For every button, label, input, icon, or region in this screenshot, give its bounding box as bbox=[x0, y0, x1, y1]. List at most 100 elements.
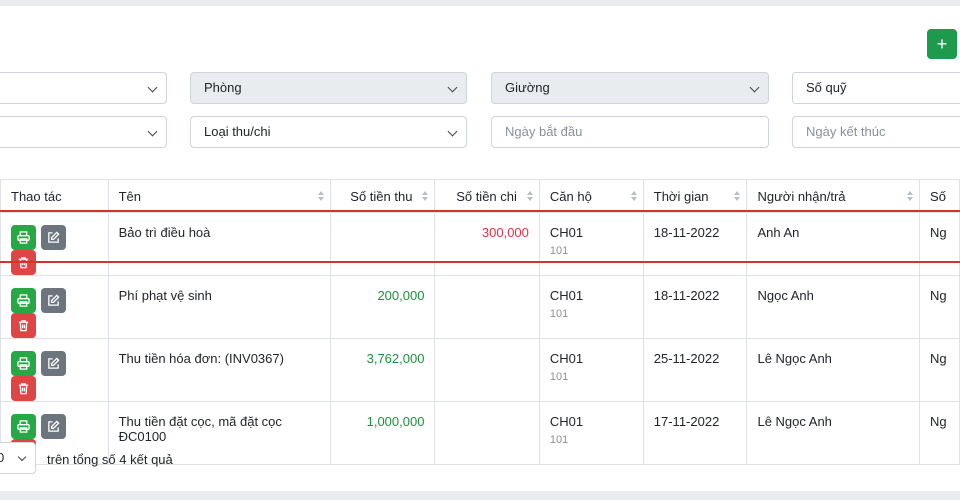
apartment-cell: CH01 101 bbox=[538, 401, 644, 465]
transactions-table: Thao tác Tên Số tiền thu Số tiền chi Căn… bbox=[0, 179, 960, 465]
fund-select-value: Số quỹ bbox=[806, 80, 847, 95]
print-button[interactable] bbox=[11, 225, 36, 250]
person-cell: Ngọc Anh bbox=[746, 275, 921, 339]
room-select-value: Phòng bbox=[204, 80, 242, 95]
room-number: 101 bbox=[549, 434, 569, 446]
row-highlight-top bbox=[0, 210, 960, 212]
header-income[interactable]: Số tiền thu bbox=[329, 179, 436, 213]
actions-cell bbox=[0, 212, 109, 276]
header-extra[interactable]: Số bbox=[919, 179, 960, 213]
header-income-label: Số tiền thu bbox=[350, 188, 413, 204]
actions-cell bbox=[0, 338, 109, 402]
page-size-select[interactable]: 0 bbox=[0, 442, 36, 474]
chevron-down-icon bbox=[749, 82, 760, 93]
header-time-label: Thời gian bbox=[653, 188, 709, 204]
start-date-input[interactable]: Ngày bắt đầu bbox=[491, 116, 769, 148]
expense-cell: 300,000 bbox=[434, 212, 540, 276]
print-button[interactable] bbox=[11, 414, 36, 439]
header-person[interactable]: Người nhận/trả bbox=[746, 179, 921, 213]
expense-cell bbox=[434, 275, 540, 339]
income-cell: 1,000,000 bbox=[329, 401, 436, 465]
extra-cell: Ng bbox=[919, 275, 960, 339]
income-cell: 3,762,000 bbox=[329, 338, 436, 402]
end-date-placeholder: Ngày kết thúc bbox=[806, 124, 886, 139]
table-row: Thu tiền đặt cọc, mã đặt cọc ĐC0100 1,000… bbox=[0, 401, 960, 465]
results-total: trên tổng số 4 kết quả bbox=[47, 452, 173, 467]
table-row: Bảo trì điều hoà 300,000 CH01 101 18-11-2022… bbox=[0, 212, 960, 276]
fund-select[interactable]: Số quỹ bbox=[792, 72, 960, 104]
table-row: Phí phạt vệ sinh 200,000 CH01 101 18-11-2022… bbox=[0, 275, 960, 339]
apartment-code: CH01 bbox=[549, 288, 584, 303]
chevron-down-icon bbox=[147, 82, 158, 93]
person-cell: Anh An bbox=[746, 212, 921, 276]
room-number: 101 bbox=[549, 371, 569, 383]
header-name-label: Tên bbox=[118, 188, 141, 204]
header-person-label: Người nhận/trả bbox=[757, 188, 846, 204]
extra-cell: Ng bbox=[919, 338, 960, 402]
bed-select[interactable]: Giường bbox=[491, 72, 769, 104]
time-cell: 18-11-2022 bbox=[642, 212, 748, 276]
header-expense[interactable]: Số tiền chi bbox=[434, 179, 540, 213]
delete-button[interactable] bbox=[11, 313, 36, 338]
chevron-down-icon bbox=[447, 82, 458, 93]
sort-icon bbox=[422, 191, 429, 201]
page-size-value: 0 bbox=[0, 450, 5, 465]
apartment-code: CH01 bbox=[549, 225, 584, 240]
start-date-placeholder: Ngày bắt đầu bbox=[505, 124, 583, 139]
apartment-code: CH01 bbox=[549, 414, 584, 429]
filter-select-1[interactable] bbox=[0, 72, 167, 104]
header-actions: Thao tác bbox=[0, 179, 109, 213]
chevron-down-icon bbox=[17, 452, 27, 462]
sort-icon bbox=[734, 191, 741, 201]
print-button[interactable] bbox=[11, 351, 36, 376]
extra-cell: Ng bbox=[919, 401, 960, 465]
apartment-cell: CH01 101 bbox=[538, 275, 644, 339]
extra-cell: Ng bbox=[919, 212, 960, 276]
header-name[interactable]: Tên bbox=[107, 179, 331, 213]
edit-button[interactable] bbox=[41, 288, 66, 313]
type-select-value: Loại thu/chi bbox=[204, 124, 271, 139]
room-number: 101 bbox=[549, 245, 569, 257]
filter-select-2[interactable] bbox=[0, 116, 167, 148]
sort-icon bbox=[907, 191, 914, 201]
apartment-cell: CH01 101 bbox=[538, 212, 644, 276]
table-header-row: Thao tác Tên Số tiền thu Số tiền chi Căn… bbox=[0, 179, 960, 213]
name-cell: Bảo trì điều hoà bbox=[107, 212, 331, 276]
sort-icon bbox=[526, 191, 533, 201]
table-row: Thu tiền hóa đơn: (INV0367) 3,762,000 CH01… bbox=[0, 338, 960, 402]
end-date-input[interactable]: Ngày kết thúc bbox=[792, 116, 960, 148]
name-cell: Thu tiền đặt cọc, mã đặt cọc ĐC0100 bbox=[107, 401, 331, 465]
edit-button[interactable] bbox=[41, 414, 66, 439]
bed-select-value: Giường bbox=[505, 80, 550, 95]
chevron-down-icon bbox=[447, 126, 458, 137]
print-button[interactable] bbox=[11, 288, 36, 313]
sort-icon bbox=[317, 191, 324, 201]
name-cell: Thu tiền hóa đơn: (INV0367) bbox=[107, 338, 331, 402]
time-cell: 18-11-2022 bbox=[642, 275, 748, 339]
apartment-cell: CH01 101 bbox=[538, 338, 644, 402]
edit-button[interactable] bbox=[41, 225, 66, 250]
time-cell: 25-11-2022 bbox=[642, 338, 748, 402]
expense-cell bbox=[434, 401, 540, 465]
room-select[interactable]: Phòng bbox=[190, 72, 467, 104]
person-cell: Lê Ngọc Anh bbox=[746, 401, 921, 465]
income-cell: 200,000 bbox=[329, 275, 436, 339]
header-expense-label: Số tiền chi bbox=[456, 188, 517, 204]
header-time[interactable]: Thời gian bbox=[642, 179, 748, 213]
type-select[interactable]: Loại thu/chi bbox=[190, 116, 467, 148]
room-number: 101 bbox=[549, 308, 569, 320]
header-apartment[interactable]: Căn hộ bbox=[538, 179, 644, 213]
person-cell: Lê Ngọc Anh bbox=[746, 338, 921, 402]
time-cell: 17-11-2022 bbox=[642, 401, 748, 465]
actions-cell bbox=[0, 275, 109, 339]
row-highlight-bottom bbox=[0, 261, 960, 263]
apartment-code: CH01 bbox=[549, 351, 584, 366]
sort-icon bbox=[630, 191, 637, 201]
delete-button[interactable] bbox=[11, 376, 36, 401]
edit-button[interactable] bbox=[41, 351, 66, 376]
header-apartment-label: Căn hộ bbox=[549, 188, 592, 204]
add-button[interactable]: + bbox=[927, 29, 957, 59]
chevron-down-icon bbox=[147, 126, 158, 137]
name-cell: Phí phạt vệ sinh bbox=[107, 275, 331, 339]
expense-cell bbox=[434, 338, 540, 402]
